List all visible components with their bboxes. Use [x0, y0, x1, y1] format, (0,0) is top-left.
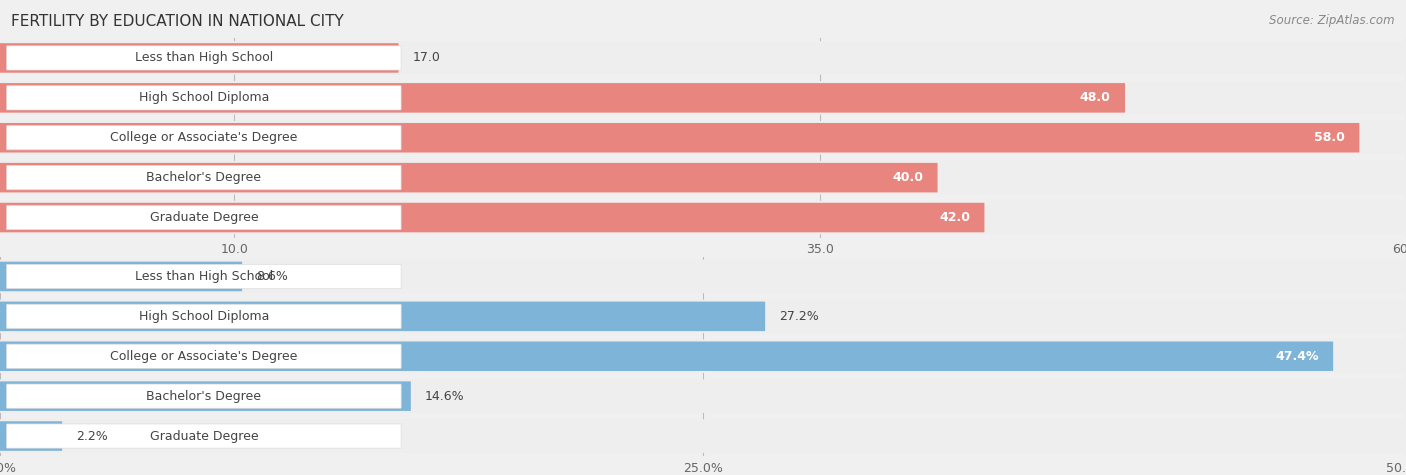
- FancyBboxPatch shape: [7, 86, 401, 110]
- FancyBboxPatch shape: [0, 260, 1406, 293]
- Text: High School Diploma: High School Diploma: [139, 91, 269, 104]
- Text: Bachelor's Degree: Bachelor's Degree: [146, 171, 262, 184]
- FancyBboxPatch shape: [0, 342, 1333, 371]
- FancyBboxPatch shape: [0, 381, 411, 411]
- FancyBboxPatch shape: [7, 304, 401, 328]
- Text: Less than High School: Less than High School: [135, 270, 273, 283]
- Text: 48.0: 48.0: [1080, 91, 1111, 104]
- Text: 8.6%: 8.6%: [256, 270, 288, 283]
- FancyBboxPatch shape: [0, 81, 1406, 114]
- FancyBboxPatch shape: [7, 206, 401, 229]
- FancyBboxPatch shape: [7, 344, 401, 368]
- FancyBboxPatch shape: [0, 262, 242, 291]
- FancyBboxPatch shape: [0, 121, 1406, 154]
- FancyBboxPatch shape: [7, 166, 401, 190]
- Text: Bachelor's Degree: Bachelor's Degree: [146, 390, 262, 403]
- FancyBboxPatch shape: [0, 419, 1406, 453]
- Text: 47.4%: 47.4%: [1275, 350, 1319, 363]
- FancyBboxPatch shape: [7, 265, 401, 288]
- Text: 2.2%: 2.2%: [76, 429, 108, 443]
- FancyBboxPatch shape: [0, 163, 938, 192]
- FancyBboxPatch shape: [0, 201, 1406, 234]
- Text: Source: ZipAtlas.com: Source: ZipAtlas.com: [1270, 14, 1395, 27]
- FancyBboxPatch shape: [7, 46, 401, 70]
- FancyBboxPatch shape: [0, 203, 984, 232]
- Text: 58.0: 58.0: [1315, 131, 1346, 144]
- FancyBboxPatch shape: [0, 300, 1406, 333]
- FancyBboxPatch shape: [0, 340, 1406, 373]
- Text: 27.2%: 27.2%: [779, 310, 818, 323]
- Text: Graduate Degree: Graduate Degree: [149, 429, 259, 443]
- FancyBboxPatch shape: [7, 126, 401, 150]
- FancyBboxPatch shape: [0, 43, 399, 73]
- FancyBboxPatch shape: [0, 302, 765, 331]
- Text: 17.0: 17.0: [412, 51, 440, 65]
- FancyBboxPatch shape: [0, 161, 1406, 194]
- Text: High School Diploma: High School Diploma: [139, 310, 269, 323]
- Text: 40.0: 40.0: [893, 171, 924, 184]
- FancyBboxPatch shape: [0, 380, 1406, 413]
- FancyBboxPatch shape: [0, 83, 1125, 113]
- FancyBboxPatch shape: [7, 424, 401, 448]
- Text: FERTILITY BY EDUCATION IN NATIONAL CITY: FERTILITY BY EDUCATION IN NATIONAL CITY: [11, 14, 344, 29]
- Text: Graduate Degree: Graduate Degree: [149, 211, 259, 224]
- Text: Less than High School: Less than High School: [135, 51, 273, 65]
- Text: 42.0: 42.0: [939, 211, 970, 224]
- Text: 14.6%: 14.6%: [425, 390, 464, 403]
- Text: College or Associate's Degree: College or Associate's Degree: [110, 350, 298, 363]
- FancyBboxPatch shape: [0, 41, 1406, 75]
- FancyBboxPatch shape: [0, 421, 62, 451]
- FancyBboxPatch shape: [7, 384, 401, 408]
- Text: College or Associate's Degree: College or Associate's Degree: [110, 131, 298, 144]
- FancyBboxPatch shape: [0, 123, 1360, 152]
